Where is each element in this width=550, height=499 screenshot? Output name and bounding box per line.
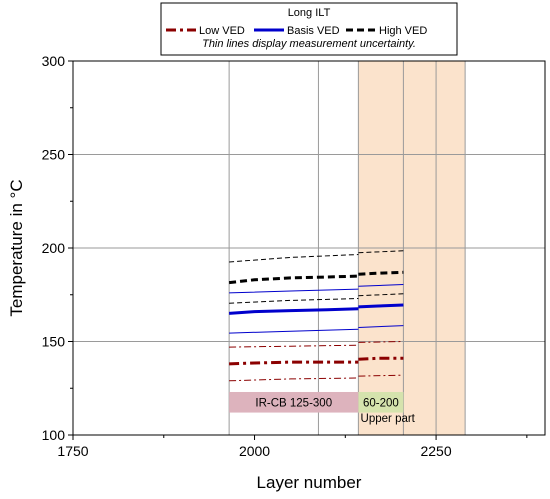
annotation-text-0: Upper part — [361, 413, 416, 425]
x-tick-label-2250: 2250 — [420, 443, 451, 459]
series-3-segment-1 — [358, 303, 404, 309]
y-tick-label-100: 100 — [42, 427, 66, 443]
legend-label-basis-ved: Basis VED — [287, 25, 340, 37]
series-7-segment-0 — [229, 298, 359, 304]
series-4-segment-1 — [358, 325, 404, 328]
axis-ticks: 1750 2000 2250 100 150 200 250 300 — [42, 53, 528, 459]
legend-box — [160, 2, 458, 56]
series-8-segment-0 — [229, 254, 359, 263]
y-tick-label-200: 200 — [42, 240, 66, 256]
series-6-segment-0 — [228, 274, 359, 285]
series-0-segment-1 — [358, 356, 404, 361]
x-tick-label-2000: 2000 — [239, 443, 270, 459]
x-tick-label-1750: 1750 — [57, 443, 88, 459]
series-2-segment-0 — [229, 344, 359, 348]
series-3-segment-0 — [228, 307, 359, 315]
legend: Long ILT Low VED Basis VED High VED Thin… — [160, 2, 458, 56]
legend-note: Thin lines display measurement uncertain… — [202, 38, 416, 50]
series-lines — [228, 250, 404, 382]
series-6-segment-1 — [358, 270, 404, 276]
series-5-segment-0 — [229, 288, 359, 294]
series-0-segment-0 — [229, 360, 359, 366]
x-axis-title: Layer number — [257, 473, 362, 492]
annotation-box-0 — [229, 391, 359, 413]
series-1-segment-0 — [229, 377, 359, 382]
annotation-boxes: IR-CB 125-300 60-200 Upper part — [229, 391, 416, 425]
annotation-box-label-1: 60-200 — [363, 397, 399, 409]
vertical-marker-lines — [228, 61, 466, 435]
annotation-box-label-0: IR-CB 125-300 — [255, 397, 332, 409]
series-5-segment-1 — [358, 284, 404, 287]
y-tick-label-250: 250 — [42, 147, 66, 163]
series-4-segment-0 — [229, 328, 359, 334]
grid-lines — [73, 154, 545, 342]
y-axis-title: Temperature in °C — [7, 179, 26, 316]
legend-label-high-ved: High VED — [379, 25, 427, 37]
legend-title: Long ILT — [288, 7, 331, 19]
y-tick-label-300: 300 — [42, 53, 66, 69]
annotation-box-1 — [358, 391, 404, 413]
legend-label-low-ved: Low VED — [199, 25, 245, 37]
y-tick-label-150: 150 — [42, 334, 66, 350]
